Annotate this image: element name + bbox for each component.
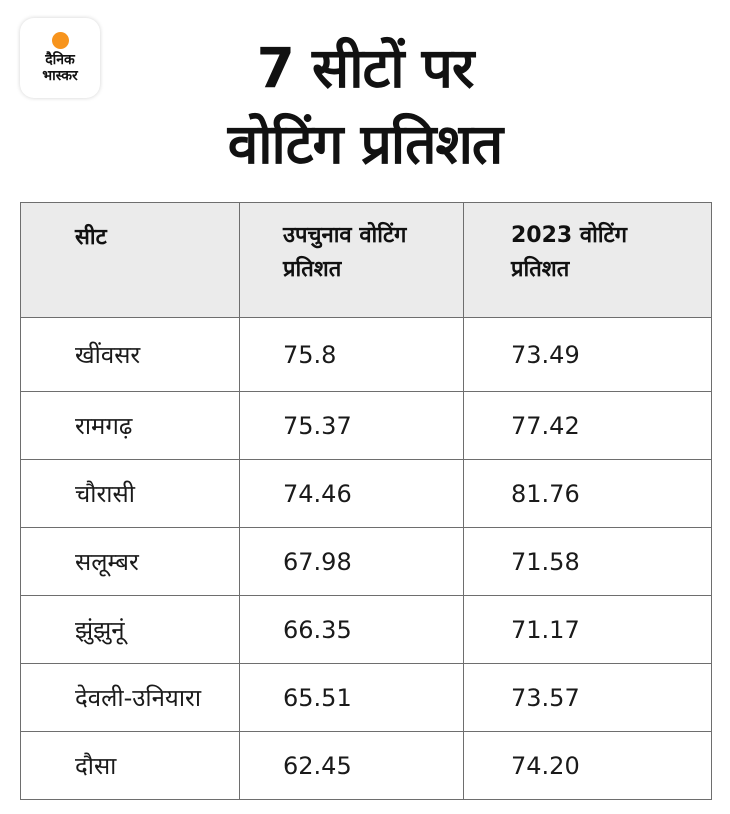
- cell-seat: सलूम्बर: [20, 527, 240, 596]
- cell-bypoll-percent: 66.35: [239, 595, 464, 664]
- table-row: दौसा 62.45 74.20: [20, 731, 712, 800]
- cell-2023-percent: 73.49: [463, 317, 712, 392]
- cell-bypoll-percent: 62.45: [239, 731, 464, 800]
- title-line1: 7 सीटों पर: [256, 36, 475, 100]
- cell-2023-percent: 81.76: [463, 459, 712, 528]
- cell-bypoll-percent: 75.37: [239, 391, 464, 460]
- title-line2: वोटिंग प्रतिशत: [227, 112, 504, 176]
- cell-seat: रामगढ़: [20, 391, 240, 460]
- table-row: चौरासी 74.46 81.76: [20, 459, 712, 528]
- table-row: देवली-उनियारा 65.51 73.57: [20, 663, 712, 732]
- logo-text-line2: भास्कर: [42, 68, 78, 84]
- cell-seat: चौरासी: [20, 459, 240, 528]
- table-row: खींवसर 75.8 73.49: [20, 317, 712, 392]
- cell-bypoll-percent: 67.98: [239, 527, 464, 596]
- table-row: रामगढ़ 75.37 77.42: [20, 391, 712, 460]
- cell-seat: देवली-उनियारा: [20, 663, 240, 732]
- cell-seat: खींवसर: [20, 317, 240, 392]
- table-row: सलूम्बर 67.98 71.58: [20, 527, 712, 596]
- sun-icon: [51, 32, 69, 49]
- table-header-row: सीट उपचुनाव वोटिंग प्रतिशत 2023 वोटिंग प…: [20, 202, 712, 318]
- cell-bypoll-percent: 65.51: [239, 663, 464, 732]
- cell-seat: झुंझुनूं: [20, 595, 240, 664]
- cell-2023-percent: 71.58: [463, 527, 712, 596]
- dainik-bhaskar-logo: दैनिक भास्कर: [20, 18, 100, 98]
- header-bypoll-line2: प्रतिशत: [283, 257, 342, 282]
- cell-seat: दौसा: [20, 731, 240, 800]
- header-seat: सीट: [20, 202, 240, 318]
- header-2023-percent: 2023 वोटिंग प्रतिशत: [463, 202, 712, 318]
- cell-2023-percent: 73.57: [463, 663, 712, 732]
- page-title: 7 सीटों पर वोटिंग प्रतिशत: [100, 30, 630, 182]
- voting-percentage-table: सीट उपचुनाव वोटिंग प्रतिशत 2023 वोटिंग प…: [20, 202, 712, 800]
- cell-2023-percent: 74.20: [463, 731, 712, 800]
- cell-bypoll-percent: 75.8: [239, 317, 464, 392]
- cell-2023-percent: 77.42: [463, 391, 712, 460]
- cell-bypoll-percent: 74.46: [239, 459, 464, 528]
- logo-text-line1: दैनिक: [45, 52, 75, 68]
- header-seat-line1: सीट: [75, 225, 107, 250]
- header-2023-line2: प्रतिशत: [511, 257, 570, 282]
- table-row: झुंझुनूं 66.35 71.17: [20, 595, 712, 664]
- cell-2023-percent: 71.17: [463, 595, 712, 664]
- header-bypoll-line1: उपचुनाव वोटिंग: [283, 223, 407, 248]
- header-2023-line1: 2023 वोटिंग: [511, 223, 627, 248]
- header-bypoll-percent: उपचुनाव वोटिंग प्रतिशत: [239, 202, 464, 318]
